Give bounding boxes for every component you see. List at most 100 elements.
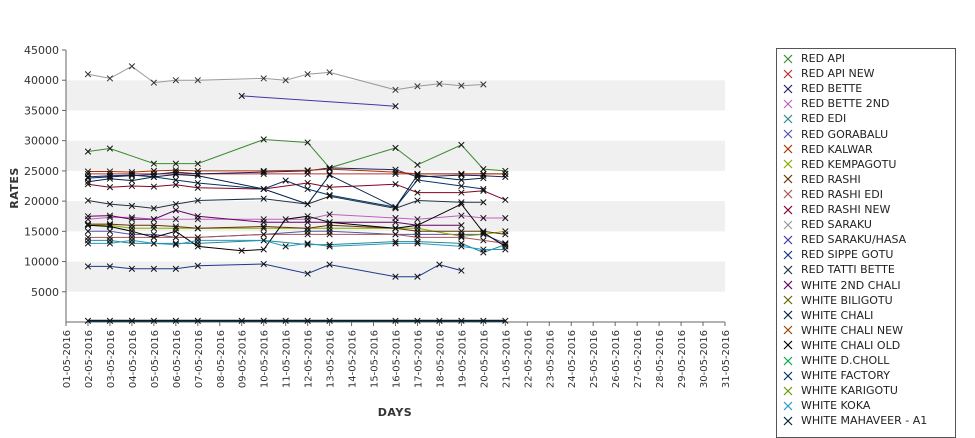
data-point — [326, 317, 333, 324]
data-point — [84, 148, 92, 155]
legend-marker-icon — [783, 386, 793, 396]
data-point — [458, 243, 465, 250]
data-point — [392, 317, 399, 324]
data-point — [260, 136, 267, 143]
data-point — [106, 173, 114, 181]
data-point — [194, 160, 201, 167]
data-point — [150, 173, 158, 181]
series-line — [241, 95, 396, 107]
legend-item: WHITE 2ND CHALI — [781, 278, 901, 293]
data-point — [194, 225, 201, 232]
x-tick-label: 12-05-2016 — [304, 330, 315, 388]
data-point — [436, 317, 443, 324]
data-point — [502, 173, 509, 181]
data-point — [480, 185, 487, 193]
x-tick-label: 13-05-2016 — [326, 330, 337, 388]
data-point — [304, 200, 311, 208]
legend-marker-icon — [783, 99, 793, 109]
data-point — [128, 63, 136, 70]
data-point — [128, 214, 136, 221]
legend-item: RED RASHI NEW — [781, 202, 890, 217]
data-point — [326, 165, 333, 173]
data-point — [304, 219, 311, 226]
legend-item: WHITE KARIGOTU — [781, 383, 898, 398]
data-point — [392, 240, 399, 247]
data-point — [480, 246, 487, 253]
data-point — [128, 231, 136, 238]
y-tick-label: 30000 — [24, 135, 59, 148]
data-point — [326, 243, 333, 250]
legend-marker-icon — [783, 250, 793, 260]
x-axis-ticks: 01-05-2016 02-05-2016 03-05-2016 04-05-2016… — [62, 322, 732, 388]
data-point — [480, 228, 487, 235]
data-point — [238, 247, 245, 254]
data-point — [172, 216, 179, 223]
data-point — [194, 262, 201, 269]
data-point — [392, 168, 399, 176]
series-line — [88, 224, 506, 237]
series-line — [88, 223, 506, 235]
data-point — [106, 214, 114, 221]
y-tick-label: 15000 — [24, 225, 59, 238]
data-point — [150, 317, 158, 324]
data-point — [260, 237, 267, 244]
data-point — [458, 200, 465, 208]
data-point — [304, 317, 311, 324]
data-point — [414, 222, 421, 229]
data-point — [194, 197, 201, 204]
data-point — [414, 234, 421, 241]
data-point — [392, 273, 399, 280]
legend-label: RED SARAKU — [801, 218, 872, 232]
legend-item: RED SARAKU/HASA — [781, 232, 906, 247]
data-point — [260, 168, 267, 176]
x-tick-label: 09-05-2016 — [238, 330, 249, 388]
data-point — [414, 83, 421, 90]
data-point — [436, 261, 443, 268]
legend-item: RED SIPPE GOTU — [781, 247, 893, 262]
x-tick-label: 29-05-2016 — [677, 330, 688, 388]
data-point — [106, 212, 114, 219]
legend-label: RED KEMPAGOTU — [801, 157, 897, 171]
legend-label: WHITE BILIGOTU — [801, 293, 893, 307]
legend-marker-icon — [783, 325, 793, 335]
legend-item: WHITE FACTORY — [781, 368, 890, 383]
legend-item: WHITE CHALI — [781, 308, 873, 323]
legend-marker-icon — [783, 416, 793, 426]
legend-marker-icon — [783, 144, 793, 154]
data-point — [458, 82, 465, 89]
legend-label: RED KALWAR — [801, 142, 873, 156]
data-point — [150, 225, 158, 232]
data-point — [84, 178, 92, 185]
data-point — [392, 205, 399, 212]
data-point — [260, 170, 267, 178]
data-point — [128, 317, 136, 324]
x-axis-label: DAYS — [378, 406, 412, 419]
data-point — [194, 243, 201, 250]
data-point — [260, 219, 267, 226]
legend-marker-icon — [783, 235, 793, 245]
data-point — [414, 216, 421, 223]
legend-item: WHITE BILIGOTU — [781, 293, 893, 308]
data-point — [172, 200, 179, 208]
data-point — [172, 225, 179, 232]
data-point — [128, 182, 136, 190]
data-point — [480, 229, 487, 236]
x-tick-label: 06-05-2016 — [172, 330, 183, 388]
data-point — [84, 237, 92, 244]
data-point — [458, 231, 465, 238]
data-point — [172, 228, 179, 235]
data-point — [194, 213, 201, 220]
data-point — [260, 317, 267, 324]
data-point — [282, 177, 289, 184]
data-point — [150, 183, 158, 190]
legend-label: RED BETTE 2ND — [801, 97, 890, 111]
data-point — [238, 92, 245, 100]
data-point — [128, 170, 136, 178]
legend-marker-icon — [783, 189, 793, 199]
legend-marker-icon — [783, 310, 793, 320]
data-point — [414, 240, 421, 247]
x-tick-label: 19-05-2016 — [457, 330, 468, 388]
legend-item: WHITE CHALI NEW — [781, 323, 903, 338]
x-tick-label: 16-05-2016 — [392, 330, 403, 388]
legend-label: RED RASHI NEW — [801, 203, 891, 216]
